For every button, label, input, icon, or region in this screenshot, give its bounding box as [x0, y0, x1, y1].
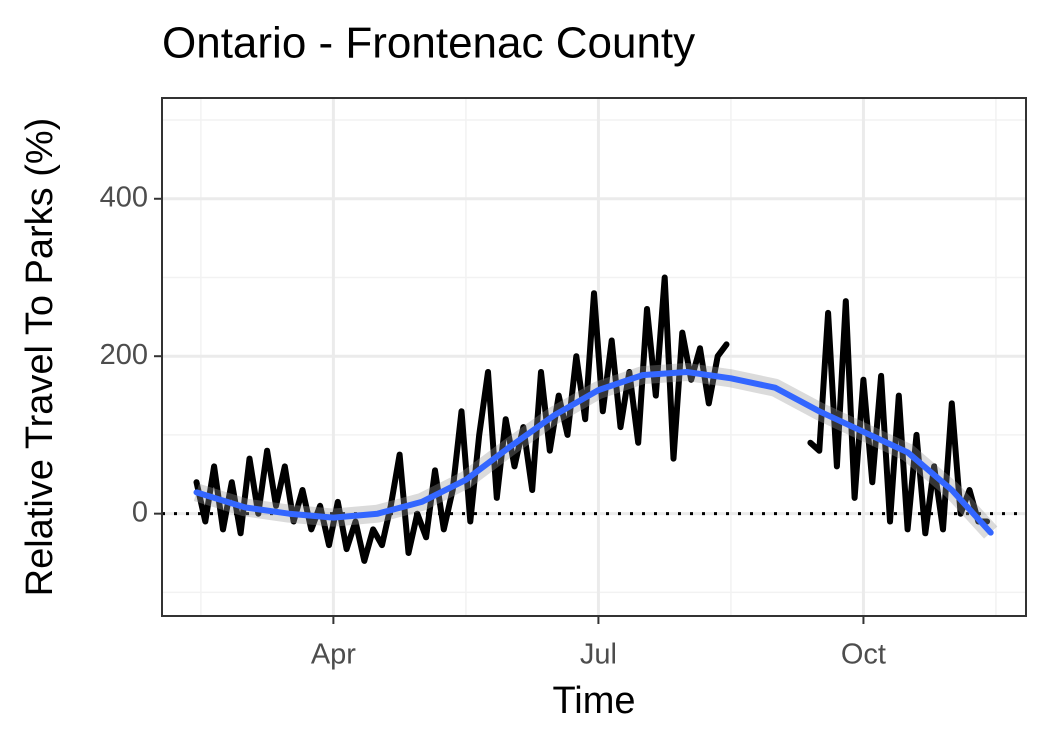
x-tick-label: Jul [580, 639, 617, 671]
data-line [193, 274, 991, 564]
x-tick-label: Oct [841, 639, 886, 671]
x-tick-label: Apr [311, 639, 356, 671]
smooth-line [193, 369, 994, 536]
y-tick-label: 200 [100, 339, 148, 371]
chart-title: Ontario - Frontenac County [162, 19, 695, 68]
panel-border [161, 97, 1027, 617]
y-tick-label: 400 [100, 181, 148, 213]
y-axis-label: Relative Travel To Parks (%) [19, 118, 61, 597]
y-tick-label: 0 [132, 496, 148, 528]
x-axis-label: Time [552, 680, 635, 722]
